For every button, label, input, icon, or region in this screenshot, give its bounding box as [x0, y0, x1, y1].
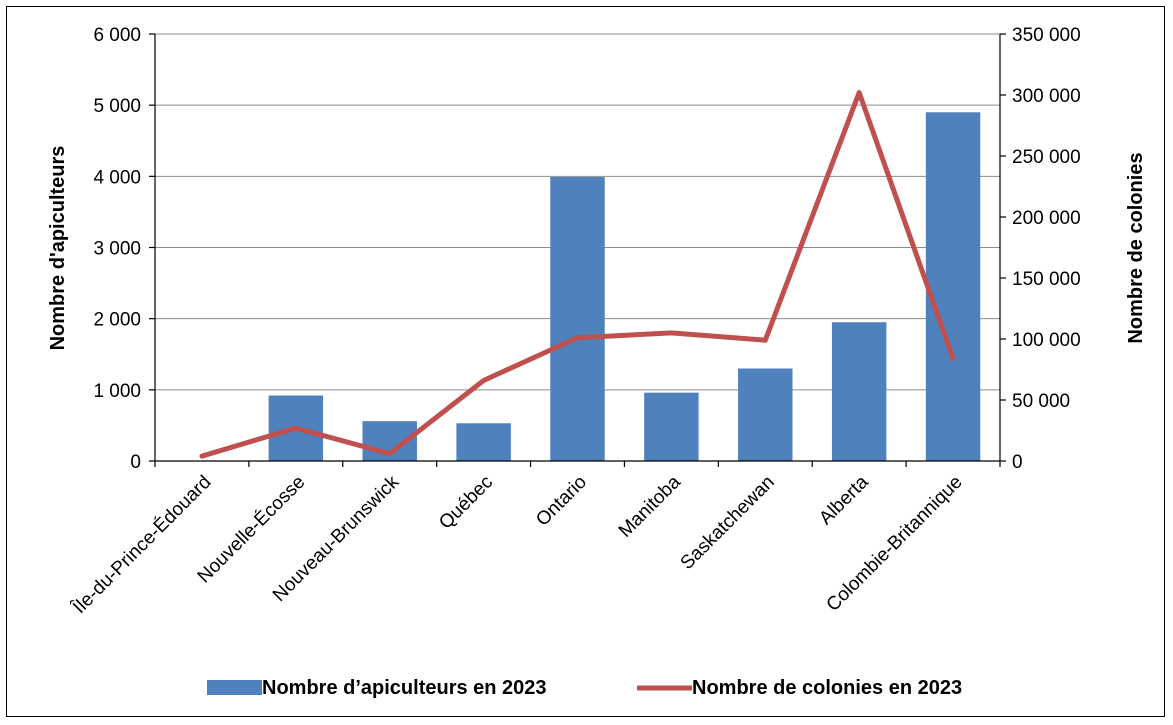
- y2-tick-label: 50 000: [1012, 391, 1070, 412]
- y2-tick-label: 150 000: [1012, 269, 1081, 290]
- y2-tick-label: 250 000: [1012, 147, 1081, 168]
- category-label: Manitoba: [615, 471, 685, 541]
- line-series: [199, 90, 956, 459]
- legend-label-line: Nombre de colonies en 2023: [692, 677, 962, 699]
- y2-tick-label: 300 000: [1012, 86, 1081, 107]
- left-axis-title: Nombre d'apiculteurs: [47, 146, 69, 351]
- category-label: Québec: [435, 472, 497, 534]
- bar-series: [268, 112, 981, 462]
- y-tick-label: 3 000: [93, 239, 141, 260]
- y-tick-label: 2 000: [93, 310, 141, 331]
- bar: [831, 322, 887, 461]
- y-tick-label: 1 000: [93, 381, 141, 402]
- category-label: Île-du-Prince-Édouard: [68, 471, 216, 619]
- bar: [644, 392, 699, 461]
- category-label: Ontario: [532, 472, 591, 531]
- bar: [456, 423, 511, 461]
- legend-label-bars: Nombre d’apiculteurs en 2023: [262, 677, 547, 699]
- y-tick-label: 6 000: [93, 25, 141, 46]
- y2-tick-label: 0: [1012, 452, 1023, 473]
- category-label: Alberta: [815, 471, 873, 529]
- legend-swatch-bars: [207, 680, 262, 695]
- y2-tick-label: 200 000: [1012, 208, 1081, 229]
- y-tick-label: 0: [130, 452, 141, 473]
- y2-tick-label: 100 000: [1012, 330, 1081, 351]
- y-tick-label: 4 000: [93, 167, 141, 188]
- y2-tick-label: 350 000: [1012, 25, 1081, 46]
- right-axis-title: Nombre de colonies: [1125, 152, 1147, 343]
- category-label: Saskatchewan: [677, 472, 779, 574]
- legend: Nombre d’apiculteurs en 2023 Nombre de c…: [207, 677, 962, 699]
- bar: [550, 177, 605, 462]
- category-labels: Île-du-Prince-ÉdouardNouvelle-ÉcosseNouv…: [68, 471, 967, 619]
- y-tick-label: 5 000: [93, 96, 141, 117]
- right-axis-ticks: 0 50 000 100 000 150 000 200 000 250 000 300 0…: [1000, 25, 1081, 473]
- left-axis-ticks: 0 1 000 2 000 3 000 4 000 5 000 6 000: [93, 25, 155, 473]
- bar: [925, 112, 981, 462]
- bar: [738, 368, 793, 461]
